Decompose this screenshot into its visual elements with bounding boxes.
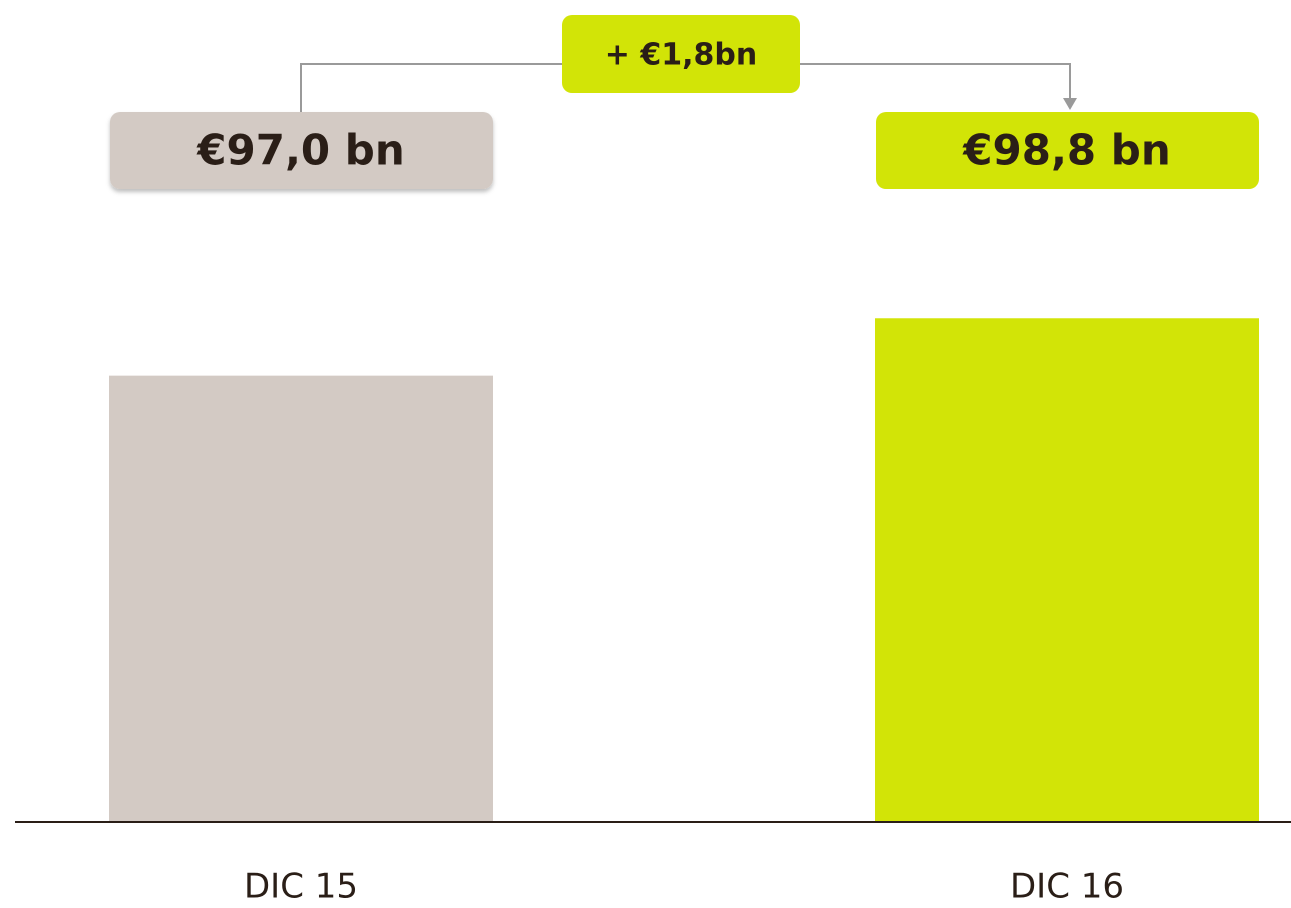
bar [875,318,1259,822]
bar [109,375,493,822]
value-label-box [876,112,1259,189]
x-tick-label: DIC 15 [244,867,358,907]
value-label: €97,0 bn [196,126,404,175]
value-label: €98,8 bn [962,126,1170,175]
value-label-box [110,112,493,189]
annotation: + €1,8bn [605,38,757,73]
arrow-head [1063,98,1077,110]
x-tick-label: DIC 16 [1010,867,1124,907]
annotation-box [562,15,800,93]
